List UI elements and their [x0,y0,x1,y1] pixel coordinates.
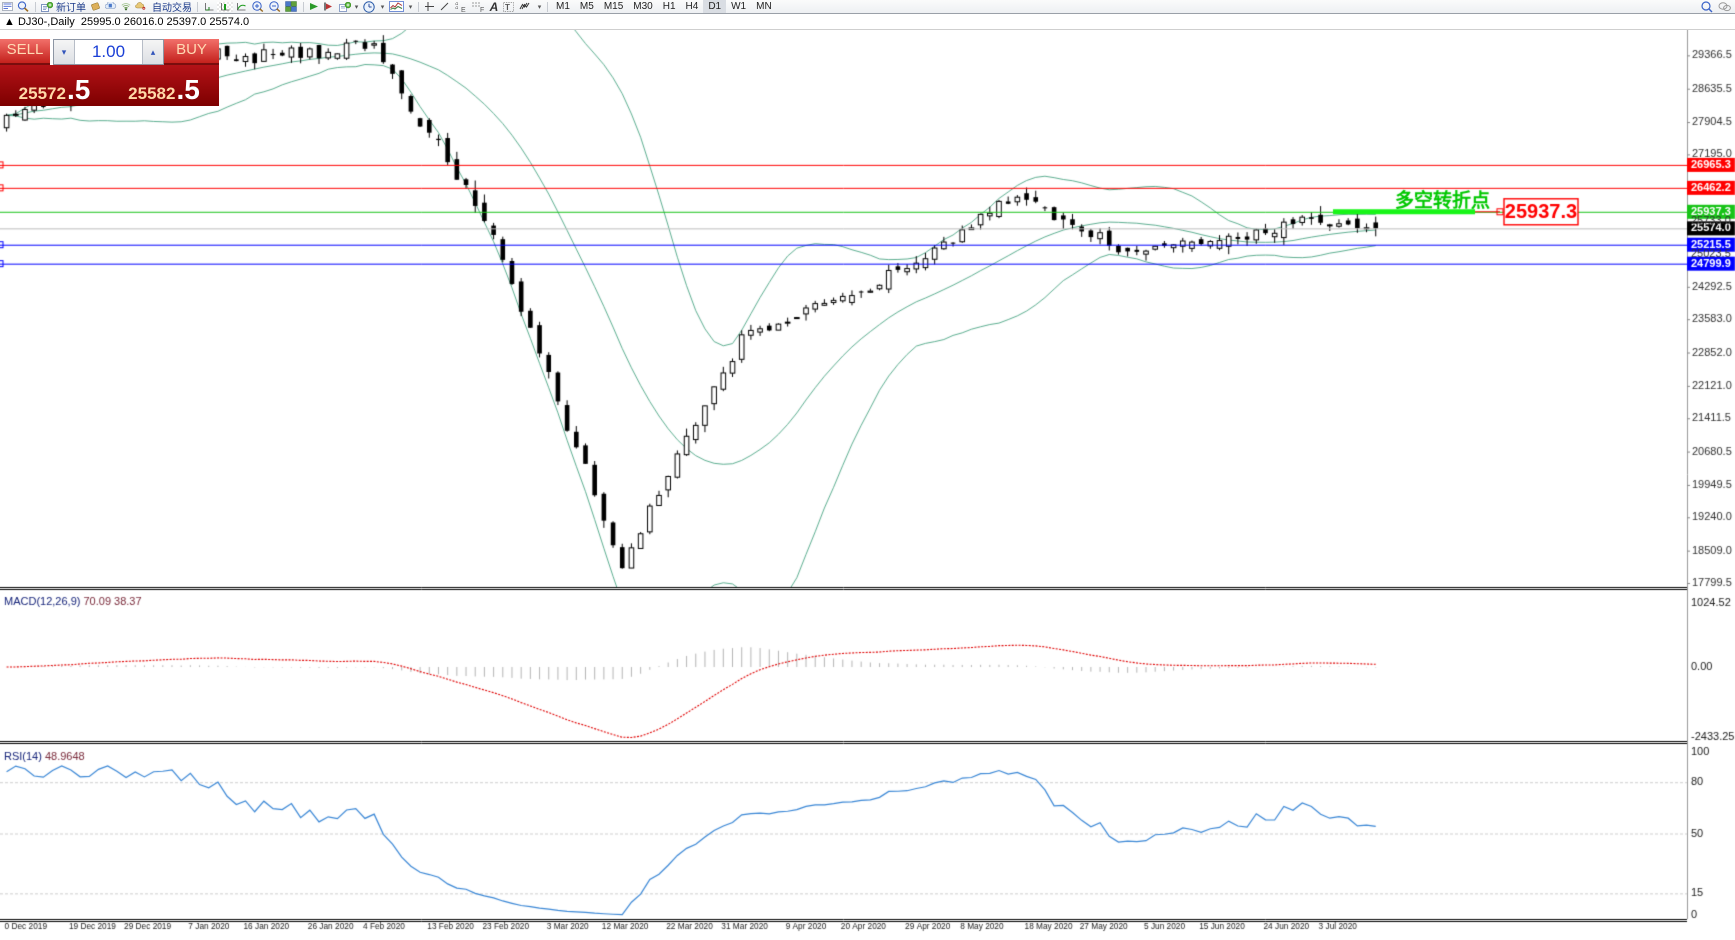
svg-text:E: E [461,7,466,12]
svg-text:F: F [480,7,484,12]
svg-text:T: T [505,3,510,12]
